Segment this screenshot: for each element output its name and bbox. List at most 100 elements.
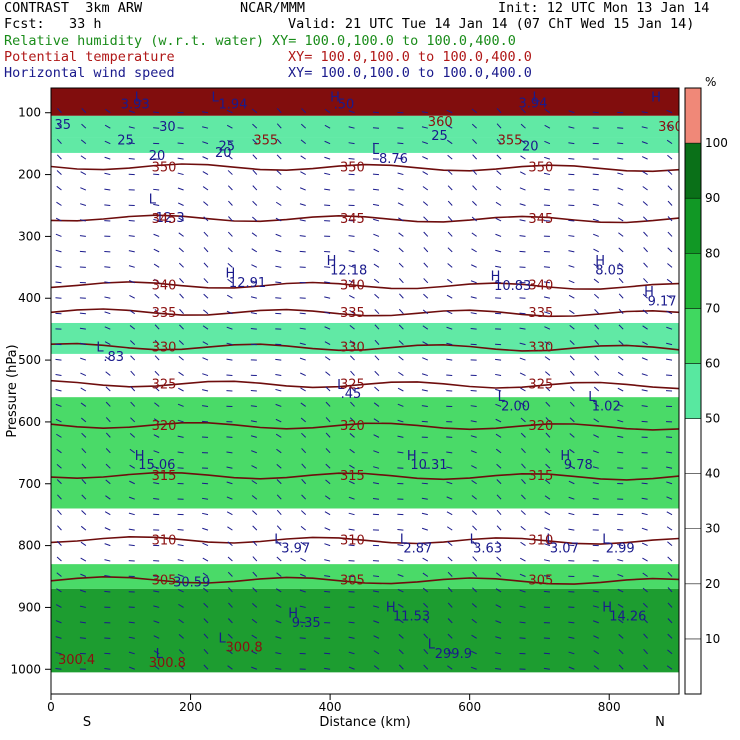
wind-vector <box>447 247 453 253</box>
wind-vector <box>153 248 160 253</box>
wind-vector <box>470 328 477 330</box>
wind-vector <box>251 264 258 268</box>
wind-vector <box>349 433 355 438</box>
wind-vector <box>300 417 307 423</box>
annotation-label: 300.8 <box>225 641 262 656</box>
wind-vector <box>544 341 551 346</box>
wind-vector <box>104 188 111 191</box>
wind-vector <box>300 525 307 531</box>
wind-vector <box>325 386 331 392</box>
wind-vector <box>276 138 282 144</box>
wind-vector <box>667 649 673 655</box>
wind-vector <box>275 403 282 407</box>
annotation-label: 25 <box>117 134 134 149</box>
annotation-label: L <box>156 647 164 662</box>
wind-vector <box>397 603 404 608</box>
wind-vector <box>666 481 673 485</box>
wind-vector <box>153 466 160 469</box>
wind-vector <box>618 355 624 361</box>
wind-vector <box>105 386 111 392</box>
wind-vector <box>519 171 526 176</box>
wind-vector <box>667 602 673 608</box>
wind-vector <box>618 308 624 315</box>
wind-vector <box>593 635 599 639</box>
wind-vector <box>324 172 331 176</box>
wind-vector <box>324 341 331 346</box>
wind-vector <box>348 544 355 547</box>
wind-vector <box>154 386 160 392</box>
wind-vector <box>153 233 160 237</box>
wind-vector <box>472 169 478 175</box>
wind-vector <box>643 247 648 253</box>
theta-contour-label: 305 <box>152 574 177 589</box>
wind-vector <box>202 325 209 330</box>
wind-vector <box>617 419 624 423</box>
field-xy-rh: XY= 100.0,100.0 to 100.0,400.0 <box>272 33 516 49</box>
wind-vector <box>275 281 282 284</box>
wind-vector <box>80 589 87 593</box>
wind-vector <box>447 231 453 237</box>
wind-vector <box>447 216 453 222</box>
theta-contour-label: 310 <box>340 533 365 548</box>
field-name-theta: Potential temperature <box>4 49 175 65</box>
wind-vector <box>226 109 233 114</box>
wind-vector <box>275 388 282 392</box>
wind-vector <box>349 294 355 299</box>
annotation-label: L <box>337 378 345 393</box>
wind-vector <box>397 529 404 531</box>
wind-vector <box>373 434 380 438</box>
wind-vector <box>667 185 673 191</box>
theta-contour-label: 340 <box>340 279 365 294</box>
wind-vector <box>496 479 502 485</box>
wind-vector <box>251 108 258 114</box>
wind-vector <box>104 326 111 330</box>
wind-vector <box>105 356 111 361</box>
wind-vector <box>617 573 624 577</box>
wind-vector <box>276 448 282 454</box>
wind-vector <box>569 309 575 315</box>
field-xy-theta: XY= 100.0,100.0 to 100.0,400.0 <box>288 49 532 65</box>
wind-vector <box>373 466 380 469</box>
wind-vector <box>373 635 380 639</box>
colorbar-segment <box>684 528 702 585</box>
wind-vector <box>79 327 86 330</box>
wind-vector <box>519 573 526 577</box>
wind-vector <box>641 527 648 531</box>
annotation-label: 35 <box>54 118 71 133</box>
x-tick-label: 600 <box>458 700 481 714</box>
wind-vector <box>569 417 575 423</box>
wind-vector <box>348 480 355 485</box>
wind-vector <box>81 123 87 129</box>
wind-vector <box>495 588 502 593</box>
wind-vector <box>57 107 62 114</box>
wind-vector <box>79 342 87 346</box>
wind-vector <box>55 217 62 222</box>
wind-vector <box>617 371 624 376</box>
wind-vector <box>130 355 136 361</box>
wind-vector <box>228 587 233 593</box>
wind-vector <box>154 355 160 361</box>
wind-vector <box>470 450 477 454</box>
wind-vector <box>252 123 258 129</box>
wind-vector <box>227 526 233 531</box>
wind-vector <box>79 605 86 608</box>
wind-vector <box>227 139 233 145</box>
wind-vector <box>641 512 648 516</box>
wind-vector <box>56 201 62 206</box>
wind-vector <box>300 139 307 145</box>
forecast-hour: Fcst: 33 h <box>4 16 102 32</box>
wind-vector <box>348 158 355 160</box>
wind-vector <box>667 263 673 268</box>
wind-vector <box>422 309 429 315</box>
theta-contour-label: 340 <box>152 279 177 294</box>
wind-vector <box>80 573 87 577</box>
y-tick-label: 300 <box>18 229 41 243</box>
wind-vector <box>421 111 428 114</box>
wind-vector <box>568 464 575 469</box>
wind-vector <box>228 602 233 608</box>
wind-vector <box>177 419 184 423</box>
wind-vector <box>618 618 624 624</box>
wind-vector <box>276 572 282 577</box>
wind-vector <box>543 204 550 206</box>
wind-vector <box>128 142 135 145</box>
